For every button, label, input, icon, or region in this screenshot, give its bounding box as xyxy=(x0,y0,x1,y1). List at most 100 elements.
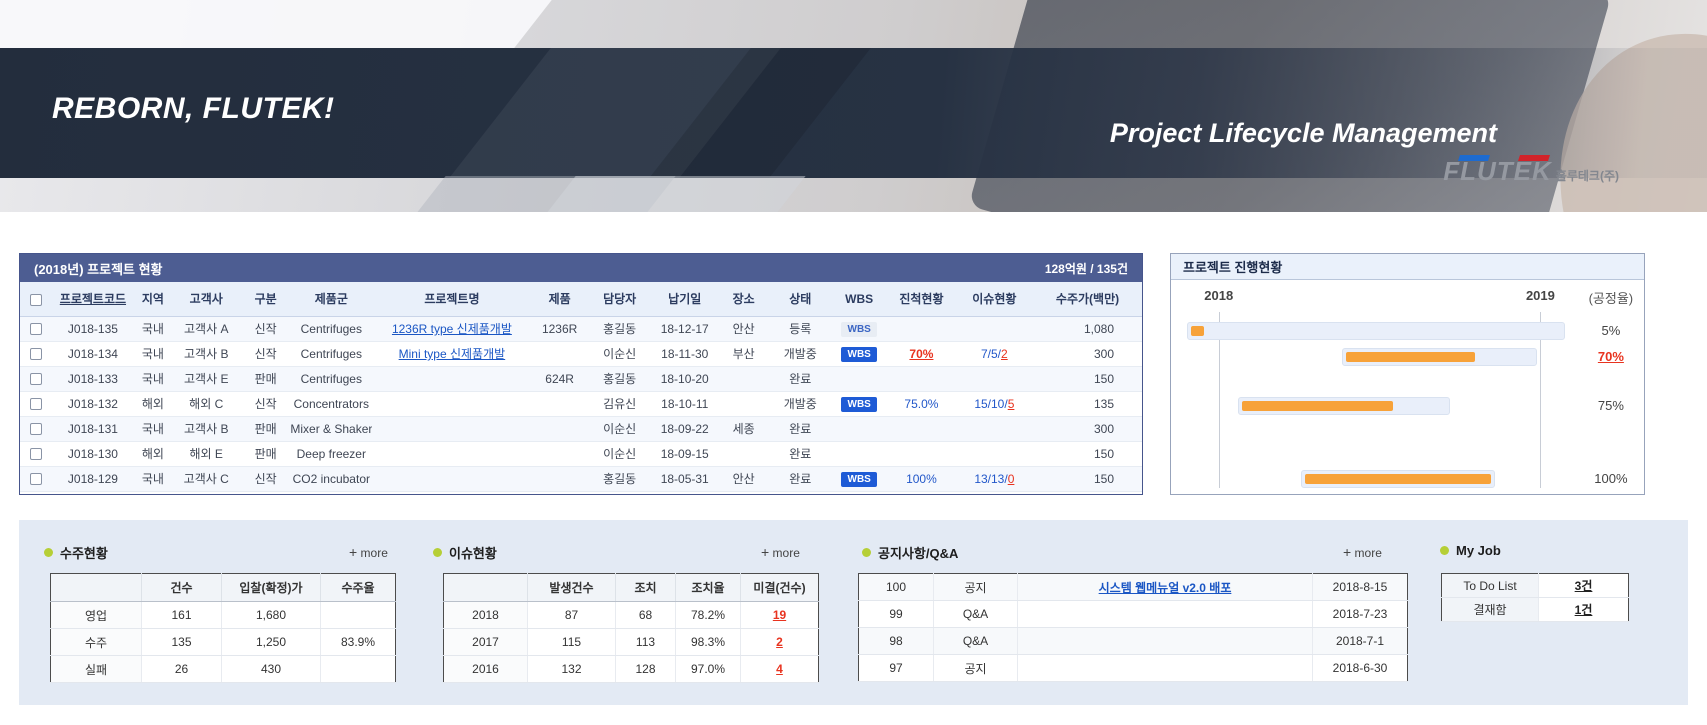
issue-count-link[interactable]: 7/5/ xyxy=(981,346,1002,361)
cell-issues: 15/10/5 xyxy=(955,391,1034,417)
progress-value[interactable]: 75.0% xyxy=(904,396,939,411)
select-all-checkbox[interactable] xyxy=(29,293,42,306)
order-col-header: 수주율 xyxy=(320,573,396,602)
cell-product-group: Centrifuges xyxy=(290,316,373,342)
cell-manager: 이순신 xyxy=(587,416,652,442)
cell-product-group: Deep freezer xyxy=(290,441,373,467)
column-header-4: 제품군 xyxy=(290,282,373,317)
flutek-logo-text: FLUTEK xyxy=(1443,155,1552,186)
table-row: J018-131 국내 고객사 B 판매 Mixer & Shakers 이순신… xyxy=(20,416,1142,442)
cell-wbs: WBS xyxy=(831,341,888,367)
cell-category: 판매 xyxy=(241,441,291,467)
axis-label-2019: 2019 xyxy=(1525,288,1555,303)
row-checkbox[interactable] xyxy=(29,323,42,336)
cell-product-group: Concentrators xyxy=(290,391,373,417)
cell-category: 판매 xyxy=(241,366,291,392)
order-price: 430 xyxy=(221,655,321,683)
column-header-0[interactable]: 프로젝트코드 xyxy=(51,282,135,317)
project-table-summary: 128억원 / 135건 xyxy=(1044,261,1128,276)
cell-status: 완료 xyxy=(769,441,832,467)
notice-type: Q&A xyxy=(933,600,1018,628)
table-row: J018-135 국내 고객사 A 신작 Centrifuges 1236R t… xyxy=(20,316,1142,342)
order-rate xyxy=(320,655,396,683)
notice-row: 97 공지 2018-6-30 xyxy=(858,654,1408,682)
issue-occurred: 132 xyxy=(527,655,616,683)
notice-number: 98 xyxy=(858,627,934,655)
issue-pending: 2 xyxy=(740,628,819,656)
flutek-logo-company: 훌루테크(주) xyxy=(1555,169,1619,183)
issue-row: 2017 115 113 98.3% 2 xyxy=(443,628,819,656)
cell-progress xyxy=(887,316,956,342)
cell-issues: 13/13/0 xyxy=(955,466,1034,492)
notice-type: 공지 xyxy=(933,654,1018,682)
issue-count-link[interactable]: 13/13/ xyxy=(974,471,1008,486)
bullet-icon xyxy=(433,548,442,557)
myjob-count-link[interactable]: 1건 xyxy=(1574,603,1593,617)
pending-count-link[interactable]: 4 xyxy=(776,662,783,676)
project-table-title: (2018년) 프로젝트 현황 xyxy=(34,261,163,277)
wbs-badge[interactable]: WBS xyxy=(841,321,878,337)
row-checkbox[interactable] xyxy=(29,473,42,486)
cell-progress: 75.0% xyxy=(887,391,956,417)
cell-amount: 150 xyxy=(1033,366,1142,392)
cell-status: 완료 xyxy=(769,366,832,392)
cell-code: J018-129 xyxy=(51,466,135,492)
row-checkbox[interactable] xyxy=(29,348,42,361)
row-checkbox[interactable] xyxy=(29,423,42,436)
axis-label-2018: 2018 xyxy=(1204,288,1234,303)
progress-value[interactable]: 70% xyxy=(909,346,934,361)
project-name-link[interactable]: 1236R type 신제품개발 xyxy=(391,322,512,336)
cell-amount: 150 xyxy=(1033,441,1142,467)
cell-project-name xyxy=(372,466,532,492)
gantt-track xyxy=(1237,397,1450,415)
row-checkbox[interactable] xyxy=(29,448,42,461)
issue-more-link[interactable]: + more xyxy=(761,544,800,560)
wbs-badge[interactable]: WBS xyxy=(841,346,878,362)
notice-more-link[interactable]: + more xyxy=(1343,544,1382,560)
cell-project-name xyxy=(372,366,532,392)
wbs-badge[interactable]: WBS xyxy=(841,396,878,412)
wbs-badge[interactable]: WBS xyxy=(841,471,878,487)
cell-code: J018-133 xyxy=(51,366,135,392)
issue-count-link[interactable]: 15/10/ xyxy=(974,396,1008,411)
progress-value[interactable]: 100% xyxy=(906,471,937,486)
issue-open-count[interactable]: 0 xyxy=(1007,471,1015,486)
row-checkbox[interactable] xyxy=(29,373,42,386)
cell-due-date: 18-11-30 xyxy=(651,341,718,367)
table-row: J018-134 국내 고객사 B 신작 Centrifuges Mini ty… xyxy=(20,341,1142,367)
column-header-3: 구분 xyxy=(241,282,291,317)
myjob-count-link[interactable]: 3건 xyxy=(1574,579,1593,593)
cell-due-date: 18-09-15 xyxy=(651,441,718,467)
order-count: 135 xyxy=(141,628,222,656)
row-checkbox[interactable] xyxy=(29,398,42,411)
issue-actioned: 113 xyxy=(615,628,676,656)
gantt-track xyxy=(1187,322,1565,340)
issue-open-count[interactable]: 2 xyxy=(1001,346,1008,361)
cell-product xyxy=(531,416,588,442)
cell-product xyxy=(531,341,588,367)
cell-manager: 홍길동 xyxy=(587,366,652,392)
cell-status: 개발중 xyxy=(769,341,832,367)
project-name-link[interactable]: Mini type 신제품개발 xyxy=(398,347,506,361)
notice-row: 100 공지 시스템 웹메뉴얼 v2.0 배포 2018-8-15 xyxy=(858,573,1408,601)
pending-count-link[interactable]: 2 xyxy=(776,635,783,649)
issue-rate: 98.3% xyxy=(675,628,741,656)
issue-pending: 4 xyxy=(740,655,819,683)
cell-product-group: Centrifuges xyxy=(290,366,373,392)
notice-table: 100 공지 시스템 웹메뉴얼 v2.0 배포 2018-8-15 99 Q&A… xyxy=(858,573,1408,682)
notice-subject xyxy=(1017,654,1313,682)
issue-pending: 19 xyxy=(740,601,819,629)
order-more-link[interactable]: + more xyxy=(349,544,388,560)
column-header-14: 수주가(백만) xyxy=(1033,282,1142,317)
cell-progress xyxy=(887,441,956,467)
gantt-progress-label: 5% xyxy=(1601,323,1621,338)
gantt-track xyxy=(1342,348,1537,366)
myjob-row: 결재함 1건 xyxy=(1441,597,1629,622)
notice-subject-link[interactable]: 시스템 웹메뉴얼 v2.0 배포 xyxy=(1098,580,1232,595)
cell-product: 1236R xyxy=(531,316,588,342)
gantt-progress-label[interactable]: 70% xyxy=(1597,349,1624,364)
pending-count-link[interactable]: 19 xyxy=(772,608,787,622)
issue-open-count[interactable]: 5 xyxy=(1007,396,1015,411)
order-row-label: 수주 xyxy=(50,628,142,656)
issue-actioned: 128 xyxy=(615,655,676,683)
